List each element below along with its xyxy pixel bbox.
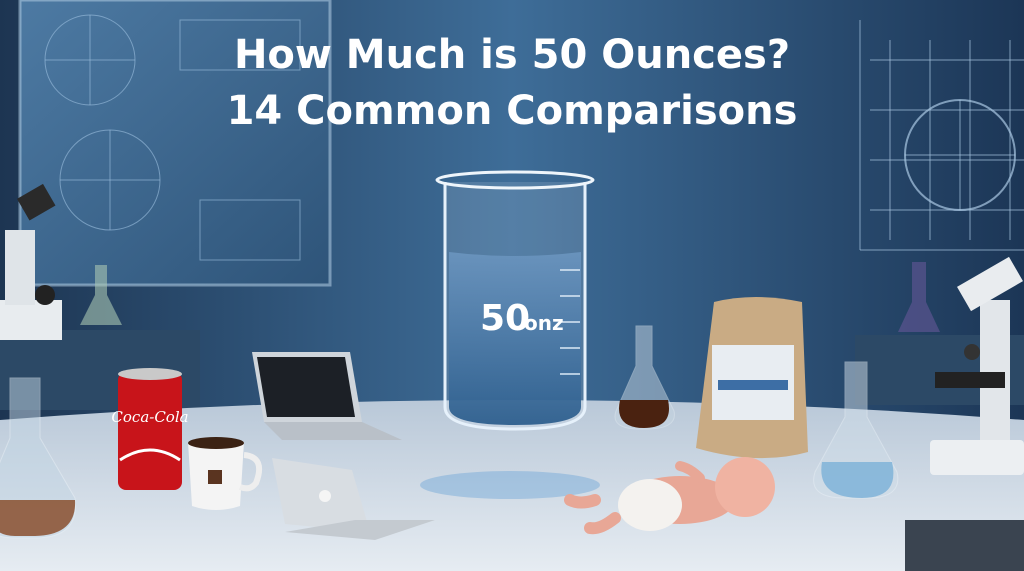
laptop-front [272, 458, 435, 540]
soda-can: Coca-Cola [111, 368, 189, 490]
bag [696, 297, 808, 459]
flask-back-right [898, 262, 940, 332]
microscope-left [0, 183, 62, 340]
baby [564, 457, 775, 535]
beaker-unit: onz [524, 311, 564, 335]
whiteboard-left [18, 0, 332, 287]
flask-front-left [0, 377, 76, 539]
laptop-back [252, 352, 402, 440]
flask-right [813, 361, 899, 499]
flask-liquid [619, 400, 669, 428]
flask [80, 265, 122, 325]
glow [420, 471, 600, 499]
coffee-mug [188, 437, 262, 510]
title-line-2: 14 Common Comparisons [227, 88, 798, 134]
beaker-number: 50 [480, 298, 530, 339]
microscope-right [930, 256, 1024, 475]
whiteboard-right [859, 20, 1024, 251]
equipment [905, 520, 1024, 571]
title-line-1: How Much is 50 Ounces? [234, 32, 790, 78]
can-label: Coca-Cola [111, 408, 188, 426]
beaker: 50 onz [435, 170, 595, 431]
